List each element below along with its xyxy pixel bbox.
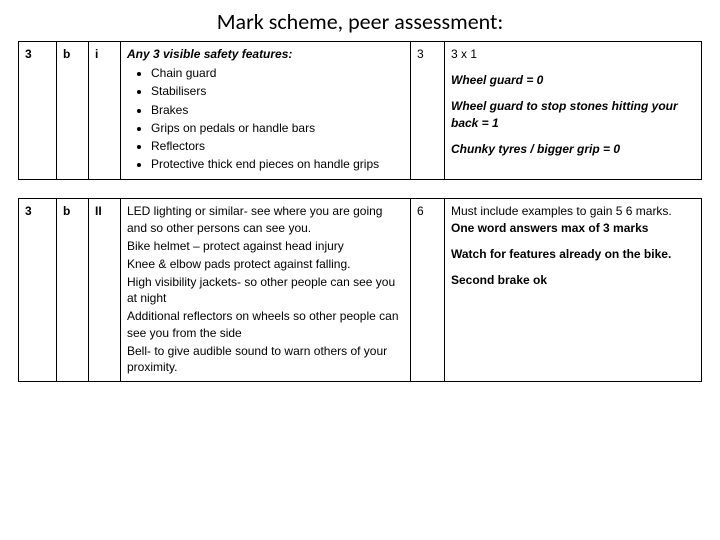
question-number: 3: [19, 42, 57, 180]
answer-paragraph: Bike helmet – protect against head injur…: [127, 238, 404, 254]
answer-paragraph: Additional reflectors on wheels so other…: [127, 308, 404, 340]
notes-text: 3 x 1: [451, 46, 695, 62]
notes-text: Chunky tyres / bigger grip = 0: [451, 141, 695, 157]
mark-scheme-table-1: 3 b i Any 3 visible safety features: Cha…: [18, 41, 702, 180]
part-letter: b: [57, 42, 89, 180]
notes-text: Second brake ok: [451, 272, 695, 288]
marks-cell: 6: [411, 199, 445, 382]
table-row: 3 b i Any 3 visible safety features: Cha…: [19, 42, 702, 180]
answer-cell: Any 3 visible safety features: Chain gua…: [121, 42, 411, 180]
question-number: 3: [19, 199, 57, 382]
part-letter: b: [57, 199, 89, 382]
answer-paragraph: Bell- to give audible sound to warn othe…: [127, 343, 404, 375]
list-item: Reflectors: [151, 137, 404, 155]
table-row: 3 b II LED lighting or similar- see wher…: [19, 199, 702, 382]
marks-cell: 3: [411, 42, 445, 180]
notes-text: Must include examples to gain 5 6 marks.: [451, 203, 695, 219]
page-title: Mark scheme, peer assessment:: [18, 8, 702, 35]
subpart: i: [89, 42, 121, 180]
notes-text: Watch for features already on the bike.: [451, 246, 695, 262]
list-item: Brakes: [151, 101, 404, 119]
bullet-list: Chain guard Stabilisers Brakes Grips on …: [127, 64, 404, 173]
list-item: Protective thick end pieces on handle gr…: [151, 155, 404, 173]
list-item: Grips on pedals or handle bars: [151, 119, 404, 137]
subpart: II: [89, 199, 121, 382]
notes-text: One word answers max of 3 marks: [451, 220, 695, 236]
list-item: Chain guard: [151, 64, 404, 82]
answer-paragraph: Knee & elbow pads protect against fallin…: [127, 256, 404, 272]
list-item: Stabilisers: [151, 82, 404, 100]
answer-heading: Any 3 visible safety features:: [127, 46, 404, 62]
notes-cell: 3 x 1 Wheel guard = 0 Wheel guard to sto…: [445, 42, 702, 180]
notes-cell: Must include examples to gain 5 6 marks.…: [445, 199, 702, 382]
answer-paragraph: High visibility jackets- so other people…: [127, 274, 404, 306]
answer-cell: LED lighting or similar- see where you a…: [121, 199, 411, 382]
answer-paragraph: LED lighting or similar- see where you a…: [127, 203, 404, 235]
notes-text: Wheel guard = 0: [451, 72, 695, 88]
mark-scheme-table-2: 3 b II LED lighting or similar- see wher…: [18, 198, 702, 382]
notes-text: Wheel guard to stop stones hitting your …: [451, 98, 695, 130]
